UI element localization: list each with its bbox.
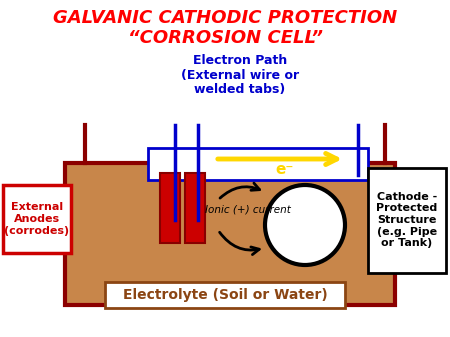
Bar: [65, 163, 395, 305]
Bar: [160, 173, 180, 243]
Text: Electron Path
(External wire or
welded tabs): Electron Path (External wire or welded t…: [181, 54, 299, 96]
Bar: [185, 173, 205, 243]
FancyArrowPatch shape: [220, 183, 260, 198]
Text: Cathode -
Protected
Structure
(e.g. Pipe
or Tank): Cathode - Protected Structure (e.g. Pipe…: [376, 192, 437, 248]
Bar: [3, 185, 71, 253]
Bar: [148, 148, 368, 180]
Bar: [368, 168, 446, 273]
Text: Electrolyte (Soil or Water): Electrolyte (Soil or Water): [122, 288, 328, 302]
Text: “CORROSION CELL”: “CORROSION CELL”: [127, 29, 323, 47]
Text: e⁻: e⁻: [276, 162, 294, 178]
Text: External
Anodes
(corrodes): External Anodes (corrodes): [4, 203, 70, 236]
Text: Ionic (+) current: Ionic (+) current: [205, 205, 291, 215]
Circle shape: [265, 185, 345, 265]
Text: GALVANIC CATHODIC PROTECTION: GALVANIC CATHODIC PROTECTION: [53, 9, 397, 27]
Bar: [105, 282, 345, 308]
FancyArrowPatch shape: [220, 232, 259, 254]
